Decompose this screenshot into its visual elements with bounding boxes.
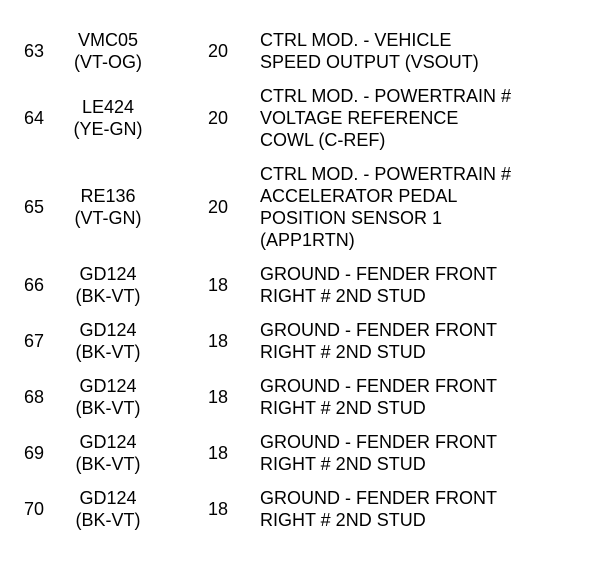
circuit-code-cell: GD124 (BK-VT) (75, 264, 141, 306)
circuit-code-cell: RE136 (VT-GN) (74, 186, 142, 228)
wire-gauge-cell: 18 (207, 499, 229, 519)
wire-gauge-cell: 18 (207, 387, 229, 407)
description-cell: CTRL MOD. - POWERTRAIN # ACCELERATOR PED… (260, 164, 512, 250)
circuit-code-cell: GD124 (BK-VT) (75, 376, 141, 418)
wire-gauge-cell: 20 (207, 108, 229, 128)
description-cell: GROUND - FENDER FRONT RIGHT # 2ND STUD (260, 320, 497, 362)
pin-number-cell: 66 (23, 275, 45, 295)
description-cell: CTRL MOD. - VEHICLE SPEED OUTPUT (VSOUT) (260, 30, 479, 72)
description-cell: CTRL MOD. - POWERTRAIN # VOLTAGE REFEREN… (260, 86, 512, 150)
pin-number-cell: 67 (23, 331, 45, 351)
wire-gauge-cell: 18 (207, 275, 229, 295)
wire-gauge-cell: 18 (207, 331, 229, 351)
circuit-code-cell: LE424 (YE-GN) (73, 97, 143, 139)
wire-gauge-cell: 18 (207, 443, 229, 463)
description-cell: GROUND - FENDER FRONT RIGHT # 2ND STUD (260, 488, 497, 530)
table-row: 66 GD124 (BK-VT) 18 GROUND - FENDER FRON… (0, 263, 608, 307)
pin-number-cell: 63 (23, 41, 45, 61)
pin-number-cell: 65 (23, 197, 45, 217)
table-row: 68 GD124 (BK-VT) 18 GROUND - FENDER FRON… (0, 375, 608, 419)
table-row: 64 LE424 (YE-GN) 20 CTRL MOD. - POWERTRA… (0, 85, 608, 151)
pinout-table: 63 VMC05 (VT-OG) 20 CTRL MOD. - VEHICLE … (0, 29, 608, 531)
circuit-code-cell: GD124 (BK-VT) (75, 432, 141, 474)
description-cell: GROUND - FENDER FRONT RIGHT # 2ND STUD (260, 376, 497, 418)
pin-number-cell: 69 (23, 443, 45, 463)
circuit-code-cell: GD124 (BK-VT) (75, 320, 141, 362)
description-cell: GROUND - FENDER FRONT RIGHT # 2ND STUD (260, 264, 497, 306)
circuit-code-cell: GD124 (BK-VT) (75, 488, 141, 530)
pin-number-cell: 68 (23, 387, 45, 407)
wire-gauge-cell: 20 (207, 197, 229, 217)
pin-number-cell: 70 (23, 499, 45, 519)
table-row: 63 VMC05 (VT-OG) 20 CTRL MOD. - VEHICLE … (0, 29, 608, 73)
circuit-code-cell: VMC05 (VT-OG) (74, 30, 142, 72)
pin-number-cell: 64 (23, 108, 45, 128)
wire-gauge-cell: 20 (207, 41, 229, 61)
table-row: 70 GD124 (BK-VT) 18 GROUND - FENDER FRON… (0, 487, 608, 531)
table-row: 69 GD124 (BK-VT) 18 GROUND - FENDER FRON… (0, 431, 608, 475)
table-row: 67 GD124 (BK-VT) 18 GROUND - FENDER FRON… (0, 319, 608, 363)
description-cell: GROUND - FENDER FRONT RIGHT # 2ND STUD (260, 432, 497, 474)
table-row: 65 RE136 (VT-GN) 20 CTRL MOD. - POWERTRA… (0, 163, 608, 251)
